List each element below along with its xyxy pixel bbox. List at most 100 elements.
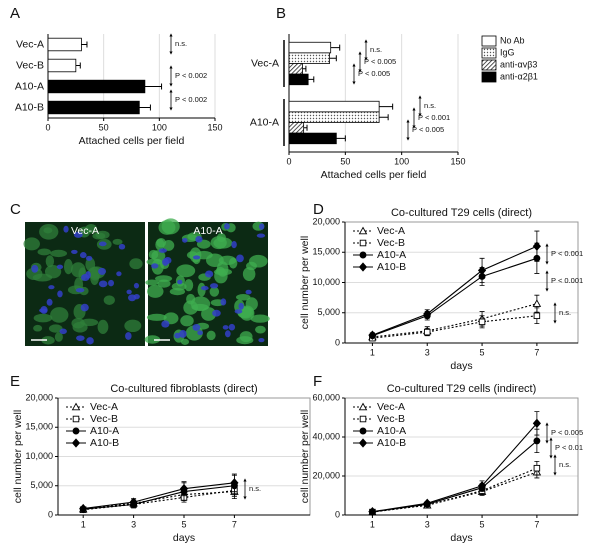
cell <box>103 295 115 305</box>
legend-marker <box>358 402 368 411</box>
point <box>532 241 541 251</box>
cell <box>176 264 196 278</box>
error-bar <box>308 76 315 83</box>
error-bar <box>329 55 337 62</box>
error-bar <box>139 104 151 111</box>
y-axis-label: cell number per well <box>299 236 311 329</box>
chart-title: Co-cultured T29 cells (indirect) <box>387 383 537 395</box>
cell <box>169 288 186 296</box>
series-line <box>372 440 538 513</box>
nucleus <box>200 285 209 291</box>
annotation: n.s. <box>370 45 382 54</box>
annotation: n.s. <box>559 460 571 469</box>
series-line <box>83 482 235 510</box>
cell <box>206 330 216 341</box>
point <box>368 507 377 517</box>
nucleus <box>108 279 114 287</box>
legend-label: A10-B <box>377 261 406 273</box>
nucleus <box>80 303 89 312</box>
series-line <box>372 467 538 513</box>
panel-letter: E <box>10 373 20 390</box>
nucleus <box>80 274 90 281</box>
nucleus <box>85 255 93 261</box>
cell <box>158 220 176 235</box>
nucleus <box>46 298 53 306</box>
legend-label: A10-B <box>377 437 406 449</box>
nucleus <box>234 309 243 314</box>
y-axis-label: cell number per well <box>299 410 311 503</box>
nucleus <box>222 325 229 330</box>
nucleus <box>210 283 219 289</box>
cell <box>44 264 62 279</box>
series-line <box>372 257 538 337</box>
legend-marker <box>71 438 81 448</box>
nucleus <box>174 332 181 339</box>
bar <box>288 41 332 54</box>
x-tick-label: 1 <box>81 519 86 529</box>
bar <box>288 132 337 145</box>
legend-label: No Ab <box>500 35 525 45</box>
nucleus <box>133 293 140 300</box>
bar <box>288 73 309 86</box>
annotation: P < 0.005 <box>551 428 583 437</box>
nucleus <box>161 320 170 328</box>
legend-marker <box>359 239 367 247</box>
y-axis-label: cell number per well <box>12 410 24 503</box>
nucleus <box>236 254 244 263</box>
error-bar <box>302 65 307 72</box>
nucleus <box>151 263 159 269</box>
nucleus <box>86 337 94 345</box>
y-tick-label: 15,000 <box>25 422 53 432</box>
cell <box>162 239 175 251</box>
panel-letter: B <box>276 5 286 22</box>
nucleus <box>71 249 78 254</box>
legend-marker <box>72 415 80 423</box>
nucleus <box>98 267 107 275</box>
nucleus <box>73 231 83 238</box>
cell <box>239 331 253 343</box>
nucleus <box>40 306 48 314</box>
point <box>478 318 486 326</box>
x-tick-label: 150 <box>450 156 465 166</box>
series-line <box>83 485 235 510</box>
x-tick-label: 7 <box>534 347 539 357</box>
point <box>477 265 487 276</box>
point <box>533 437 541 445</box>
x-tick-label: 3 <box>425 519 430 529</box>
x-tick-label: 0 <box>45 122 50 132</box>
nucleus <box>177 279 183 285</box>
nucleus <box>224 330 231 338</box>
legend-swatch <box>481 35 497 47</box>
error-bar <box>379 114 389 121</box>
legend-swatch <box>481 47 497 59</box>
x-tick-label: 100 <box>394 156 409 166</box>
annotation: P < 0.005 <box>364 57 396 66</box>
x-tick-label: 100 <box>152 122 167 132</box>
cell <box>146 313 167 321</box>
nucleus <box>245 289 252 295</box>
image-label: A10-A <box>193 225 222 237</box>
cell <box>23 237 40 251</box>
x-tick-label: 5 <box>480 347 485 357</box>
error-bar <box>336 135 346 142</box>
annotation: P < 0.002 <box>175 95 207 104</box>
bar <box>288 111 380 123</box>
nucleus <box>192 324 201 331</box>
nucleus <box>133 282 140 289</box>
nucleus <box>182 237 188 243</box>
cell <box>209 286 220 297</box>
legend-label: anti-α2β1 <box>500 71 538 81</box>
nucleus <box>79 252 87 259</box>
y-tick-label: 20,000 <box>312 470 340 480</box>
cell <box>37 248 51 256</box>
x-tick-label: 5 <box>480 519 485 529</box>
error-bar <box>303 124 308 131</box>
x-tick-label: 1 <box>370 347 375 357</box>
panel-letter: D <box>313 201 324 218</box>
legend-marker <box>358 226 368 235</box>
nucleus <box>118 243 126 250</box>
bar <box>47 58 77 73</box>
x-tick-label: 5 <box>181 519 186 529</box>
y-tick-label: Vec-B <box>16 59 44 71</box>
